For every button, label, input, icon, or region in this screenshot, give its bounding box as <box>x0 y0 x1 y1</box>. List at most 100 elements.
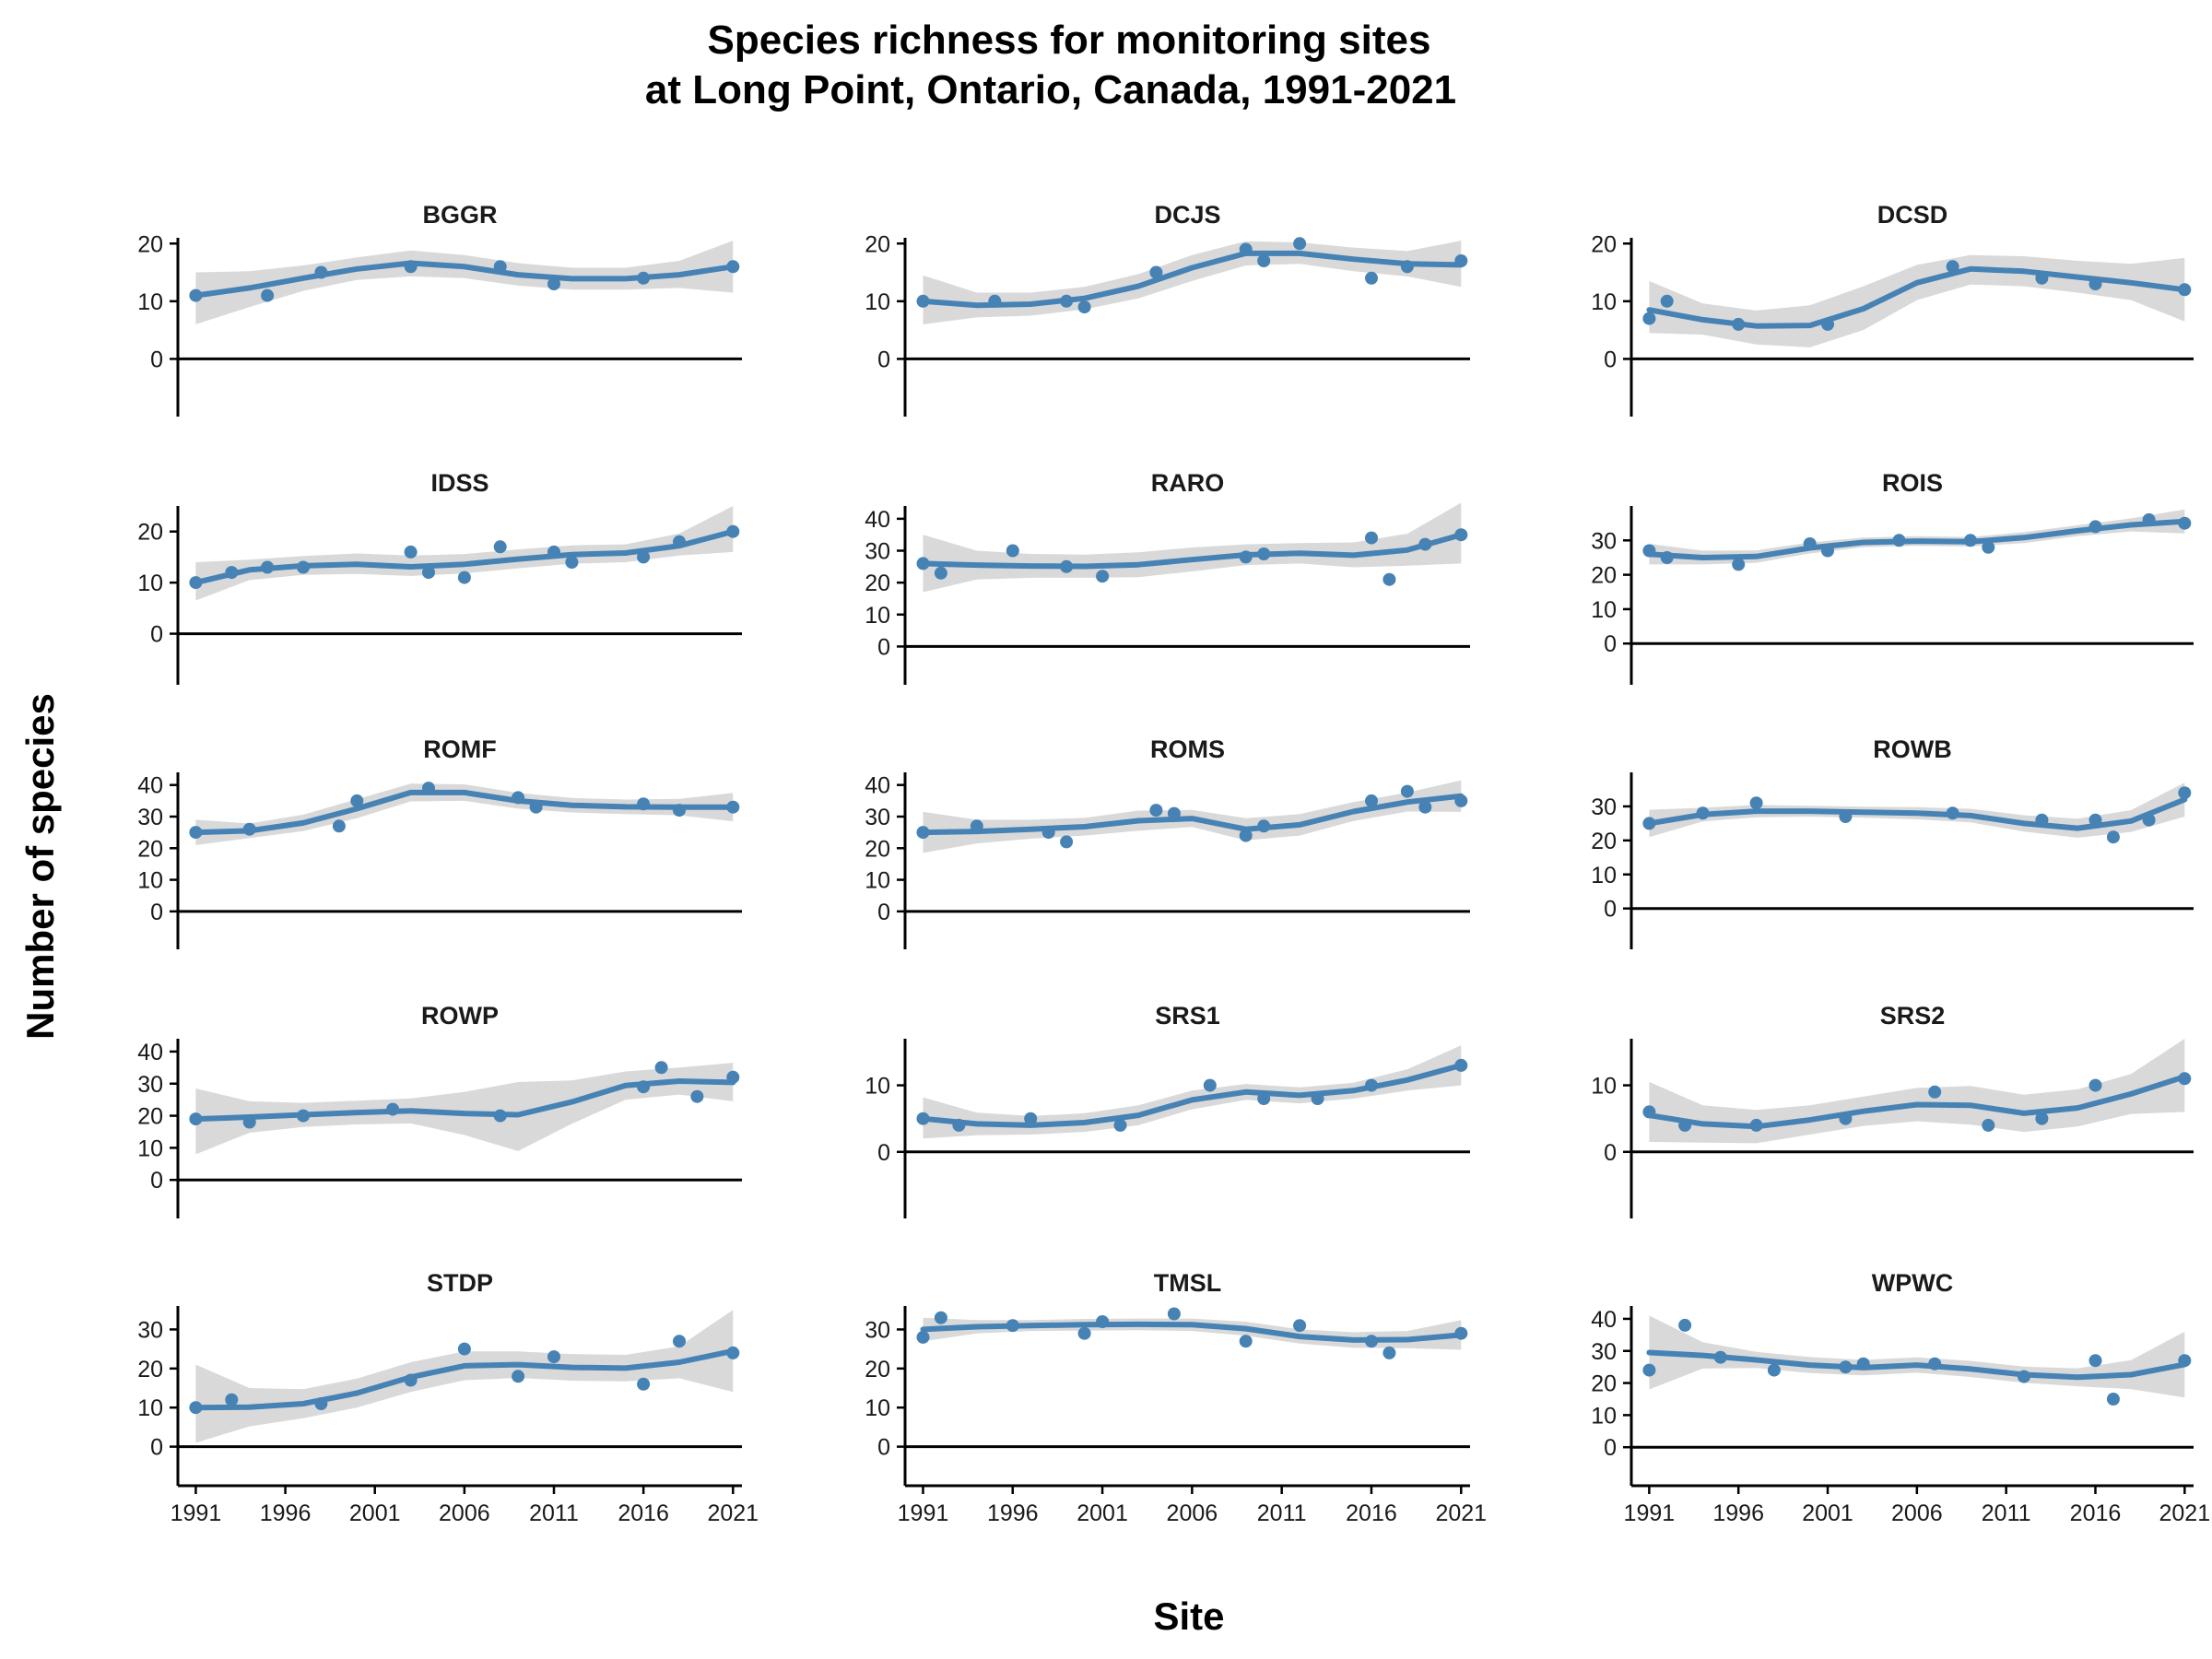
x-tick-label-tmsl-2011: 2011 <box>1257 1500 1307 1526</box>
data-point-dcsd-2008 <box>1946 260 1959 274</box>
data-point-wpwc-2003 <box>1856 1357 1870 1371</box>
data-point-srs1-2021 <box>1454 1058 1468 1072</box>
data-point-rowb-1991 <box>1642 817 1656 830</box>
data-point-rowb-2019 <box>2142 813 2156 827</box>
data-point-romf-2021 <box>726 800 740 814</box>
y-tick-label-tmsl-20: 20 <box>865 1357 890 1382</box>
data-point-tmsl-1996 <box>1006 1319 1019 1333</box>
panel-label-srs1: SRS1 <box>1155 1002 1220 1030</box>
x-tick-label-stdp-1991: 1991 <box>171 1500 222 1526</box>
y-tick-label-stdp-20: 20 <box>137 1357 163 1382</box>
data-point-rowb-1997 <box>1749 796 1763 810</box>
x-tick-label-stdp-2006: 2006 <box>439 1500 490 1526</box>
y-tick-label-wpwc-10: 10 <box>1591 1403 1617 1429</box>
panel-label-tmsl: TMSL <box>1154 1269 1222 1297</box>
data-point-rois-2019 <box>2142 512 2156 526</box>
y-tick-label-raro-20: 20 <box>865 571 890 596</box>
data-point-rois-2000 <box>1803 537 1817 550</box>
data-point-bggr-1991 <box>189 288 203 302</box>
data-point-rowp-2008 <box>493 1109 507 1123</box>
data-point-rois-2005 <box>1892 534 1906 547</box>
y-tick-label-dcjs-0: 0 <box>877 347 890 372</box>
y-tick-label-romf-30: 30 <box>137 805 163 830</box>
panel-label-rowp: ROWP <box>421 1002 499 1030</box>
y-tick-label-roms-30: 30 <box>865 805 890 830</box>
panel-label-wpwc: WPWC <box>1872 1269 1953 1297</box>
data-point-tmsl-2001 <box>1096 1315 1110 1328</box>
data-point-roms-2010 <box>1257 819 1271 833</box>
panel-rowp: ROWP 0 10 20 30 40 <box>137 1002 742 1218</box>
data-point-rowb-2002 <box>1839 810 1853 823</box>
trend-line-dcjs <box>920 250 1465 309</box>
confidence-band-bggr <box>195 241 734 324</box>
data-point-dcsd-2001 <box>1821 317 1834 331</box>
data-point-stdp-2011 <box>547 1350 560 1364</box>
data-point-roms-1991 <box>916 826 930 840</box>
data-point-rowb-2021 <box>2178 786 2192 800</box>
data-point-dcjs-1991 <box>916 294 930 308</box>
data-point-raro-2001 <box>1096 570 1110 583</box>
y-tick-label-raro-40: 40 <box>865 507 890 533</box>
x-tick-label-tmsl-2006: 2006 <box>1167 1500 1218 1526</box>
y-tick-label-tmsl-10: 10 <box>865 1395 890 1421</box>
data-point-idss-1993 <box>225 566 239 580</box>
y-tick-label-idss-20: 20 <box>137 520 163 546</box>
data-point-raro-2016 <box>1365 531 1378 545</box>
x-tick-label-stdp-2001: 2001 <box>349 1500 401 1526</box>
data-point-raro-1992 <box>934 566 947 580</box>
data-point-stdp-1993 <box>225 1393 239 1406</box>
data-point-roms-1994 <box>970 819 983 833</box>
y-tick-label-roms-10: 10 <box>865 868 890 894</box>
confidence-band-srs1 <box>923 1045 1462 1139</box>
data-point-wpwc-2002 <box>1839 1360 1853 1374</box>
data-point-dcsd-1991 <box>1642 312 1656 325</box>
panel-label-srs2: SRS2 <box>1880 1002 1946 1030</box>
data-point-wpwc-1995 <box>1713 1350 1727 1364</box>
data-point-dcjs-1999 <box>1060 294 1074 308</box>
data-point-rowb-1994 <box>1696 806 1710 820</box>
trend-line-srs2 <box>1646 1074 2188 1130</box>
data-point-stdp-2016 <box>637 1377 651 1391</box>
data-point-raro-1999 <box>1060 559 1074 573</box>
data-point-roms-2009 <box>1239 829 1253 842</box>
data-point-bggr-2021 <box>726 260 740 274</box>
panel-label-dcjs: DCJS <box>1154 201 1220 229</box>
panel-dcsd: DCSD 0 10 20 <box>1591 201 2194 417</box>
data-point-rowp-1991 <box>189 1112 203 1126</box>
data-point-romf-2009 <box>512 791 525 805</box>
data-point-rois-1991 <box>1642 544 1656 558</box>
data-point-srs2-2013 <box>2035 1112 2049 1125</box>
data-point-idss-2016 <box>637 550 651 564</box>
data-point-tmsl-2005 <box>1167 1307 1181 1321</box>
y-tick-label-idss-0: 0 <box>150 622 163 648</box>
data-point-romf-2018 <box>673 804 686 818</box>
data-point-roms-2018 <box>1400 784 1414 798</box>
data-point-idss-1991 <box>189 576 203 590</box>
data-point-idss-2018 <box>673 535 686 548</box>
data-point-bggr-2008 <box>493 260 507 274</box>
y-tick-label-bggr-0: 0 <box>150 347 163 372</box>
data-point-wpwc-2007 <box>1928 1357 1942 1371</box>
x-tick-label-tmsl-1996: 1996 <box>987 1500 1039 1526</box>
y-tick-label-dcjs-20: 20 <box>865 231 890 257</box>
confidence-band-dcjs <box>923 241 1462 324</box>
data-point-romf-1991 <box>189 826 203 840</box>
data-point-srs1-1997 <box>1024 1112 1038 1125</box>
y-tick-label-srs1-10: 10 <box>865 1074 890 1100</box>
data-point-rois-1996 <box>1732 558 1746 571</box>
data-point-srs2-2021 <box>2178 1072 2192 1086</box>
data-point-stdp-1991 <box>189 1401 203 1415</box>
data-point-dcjs-2000 <box>1077 300 1091 314</box>
panel-stdp: STDP 0 10 20 30 1991 1996 2001 2006 2011 2016 2021 <box>137 1269 759 1526</box>
data-point-roms-2005 <box>1167 806 1181 820</box>
data-point-srs2-1993 <box>1678 1118 1692 1132</box>
data-point-roms-2021 <box>1454 794 1468 807</box>
x-tick-label-stdp-2021: 2021 <box>707 1500 759 1526</box>
y-tick-label-romf-0: 0 <box>150 900 163 925</box>
y-tick-label-roms-40: 40 <box>865 773 890 799</box>
data-point-wpwc-2016 <box>2088 1354 2102 1368</box>
data-point-stdp-2009 <box>512 1370 525 1383</box>
x-tick-label-tmsl-2021: 2021 <box>1435 1500 1487 1526</box>
data-point-roms-2016 <box>1365 794 1378 807</box>
y-tick-label-wpwc-0: 0 <box>1604 1435 1617 1461</box>
